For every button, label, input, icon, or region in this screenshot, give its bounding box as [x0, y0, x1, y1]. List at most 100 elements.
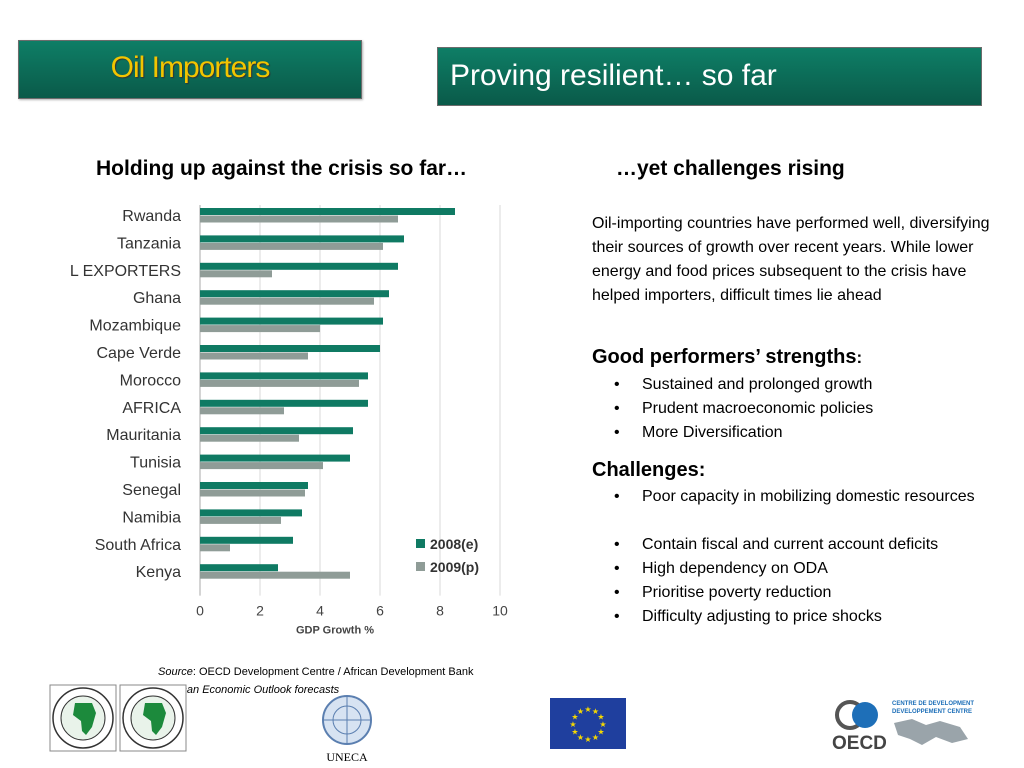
oecd-logo: OECD CENTRE DE DEVELOPMENT DEVELOPPEMENT… — [832, 700, 974, 754]
eu-star-icon: ★ — [584, 735, 591, 744]
category-label: Rwanda — [122, 208, 181, 225]
challenges-heading: Challenges: — [592, 459, 706, 481]
category-label: South Africa — [95, 537, 181, 554]
eu-star-icon: ★ — [571, 713, 578, 722]
legend-label: 2008(e) — [430, 536, 478, 552]
bullet-icon: • — [614, 584, 620, 601]
bar-2008e — [200, 208, 455, 215]
bar-2009p — [200, 215, 398, 223]
bar-2009p — [200, 297, 374, 305]
gdp-growth-bar-chart: 0 2 4 6 8 10 Rwanda Tanzania OIL EXPORTERS Ghana M… — [70, 205, 508, 637]
world-map-icon — [894, 719, 968, 745]
category-label: Tanzania — [117, 235, 181, 252]
eu-star-icon: ★ — [597, 713, 604, 722]
x-tick-label: 0 — [196, 603, 204, 619]
strength-item-text: Prudent macroeconomic policies — [642, 400, 874, 417]
challenge-item: • High dependency on ODA — [592, 557, 992, 581]
uneca-logo: UNECA — [322, 695, 372, 764]
bar-2008e — [200, 509, 302, 517]
eu-star-icon: ★ — [571, 728, 578, 737]
slide-title: Proving resilient… so far — [450, 59, 777, 92]
eu-star-icon: ★ — [592, 707, 599, 716]
bar-2009p — [200, 489, 305, 497]
eu-star-icon: ★ — [597, 728, 604, 737]
source-label: Source — [158, 666, 193, 678]
category-label: Mozambique — [89, 318, 181, 335]
bullet-icon: • — [614, 560, 620, 577]
oecd-centre-line1: CENTRE DE DEVELOPMENT — [892, 701, 974, 707]
bar-2009p — [200, 325, 320, 333]
x-tick-label: 8 — [436, 603, 444, 619]
eu-stars: ★★★★★★★★★ ★ ★★ — [569, 705, 606, 744]
bar-2009p — [200, 352, 308, 360]
strengths-heading-colon: : — [856, 348, 863, 367]
strength-item: • Prudent macroeconomic policies — [592, 397, 992, 421]
forecast-note: * African Economic Outlook forecasts — [158, 684, 340, 696]
challenge-item-text: Poor capacity in mobilizing domestic res… — [642, 488, 975, 505]
bullet-icon: • — [614, 536, 620, 553]
bar-2009p — [200, 379, 359, 387]
right-heading: …yet challenges rising — [616, 157, 845, 180]
bullet-icon: • — [614, 376, 620, 393]
strength-item: • Sustained and prolonged growth — [592, 373, 992, 397]
strengths-heading-text: Good performers’ strengths — [592, 346, 857, 368]
category-label: Kenya — [136, 564, 181, 581]
bar-2009p — [200, 270, 272, 278]
eu-star-icon: ★ — [569, 720, 576, 729]
bar-2009p — [200, 242, 383, 250]
source-note: Source: OECD Development Centre / Africa… — [158, 663, 474, 699]
afdb-logo-2 — [119, 684, 187, 752]
section-tag: Oil Importers — [18, 40, 362, 99]
oecd-label: OECD — [832, 733, 887, 754]
oecd-centre-line2: DEVELOPPEMENT CENTRE — [892, 709, 972, 715]
challenge-item-text: Prioritise poverty reduction — [642, 584, 832, 601]
bar-2008e — [200, 372, 368, 380]
eu-flag-background — [550, 698, 626, 749]
afdb-logos — [49, 684, 187, 752]
bar-2008e — [200, 345, 380, 352]
bar-2008e — [200, 482, 308, 489]
x-tick-label: 10 — [492, 603, 508, 619]
bar-2009p — [200, 571, 350, 579]
bar-2008e — [200, 290, 389, 298]
challenge-item: • Prioritise poverty reduction — [592, 581, 992, 605]
category-label: Cape Verde — [96, 345, 181, 362]
challenge-item-text: Difficulty adjusting to price shocks — [642, 608, 882, 625]
eu-star-icon: ★ — [599, 720, 606, 729]
eu-flag-logo: ★★★★★★★★★ ★ ★★ — [550, 698, 626, 749]
bar-2009p — [200, 544, 230, 552]
eu-star-icon: ★ — [584, 705, 591, 714]
strength-item-text: Sustained and prolonged growth — [642, 376, 873, 393]
x-tick-label: 6 — [376, 603, 384, 619]
category-label: Namibia — [122, 509, 181, 526]
category-label: Tunisia — [130, 455, 181, 472]
eu-star-icon: ★ — [577, 733, 584, 742]
legend-swatch — [416, 562, 425, 571]
source-text: : OECD Development Centre / African Deve… — [192, 666, 474, 678]
challenge-item-text: Contain fiscal and current account defic… — [642, 536, 939, 553]
x-tick-label: 4 — [316, 603, 324, 619]
strength-item-text: More Diversification — [642, 424, 783, 441]
x-tick-label: 2 — [256, 603, 264, 619]
afdb-logo-1 — [49, 684, 117, 752]
x-axis-label: GDP Growth % — [296, 625, 374, 637]
bar-2009p — [200, 462, 323, 470]
category-label: OIL EXPORTERS — [70, 263, 181, 280]
challenge-item: • Difficulty adjusting to price shocks — [592, 605, 992, 629]
bullet-icon: • — [614, 424, 620, 441]
bar-2009p — [200, 407, 284, 415]
category-label: AFRICA — [122, 400, 181, 417]
bar-2008e — [200, 454, 350, 462]
bar-2008e — [200, 399, 368, 407]
bar-2008e — [200, 564, 278, 572]
eu-star-icon: ★ — [592, 733, 599, 742]
bar-2008e — [200, 235, 404, 243]
category-label: Senegal — [122, 482, 181, 499]
bar-2009p — [200, 516, 281, 524]
intro-paragraph: Oil-importing countries have performed w… — [592, 215, 990, 304]
bullet-icon: • — [614, 400, 620, 417]
category-label: Morocco — [120, 372, 181, 389]
uneca-label: UNECA — [326, 750, 368, 764]
bar-2008e — [200, 262, 398, 270]
challenge-item-text: High dependency on ODA — [642, 560, 828, 577]
